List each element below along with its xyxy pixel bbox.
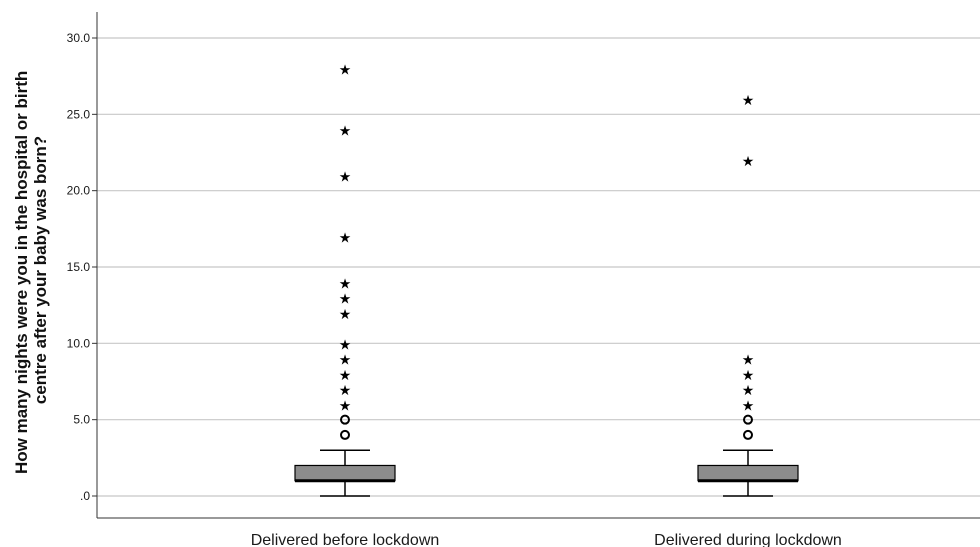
y-axis-label-line-2: centre after your baby was born? [31, 136, 50, 404]
extreme-point: ★ [339, 124, 352, 140]
axes [96, 12, 980, 519]
extreme-point: ★ [339, 276, 352, 292]
boxes: ★★★★★★★★★★★★★★★★★★ [294, 63, 799, 497]
extreme-point: ★ [339, 307, 352, 323]
y-tick-label: 5.0 [73, 413, 90, 427]
outlier-point [340, 414, 350, 425]
outlier-point [743, 429, 753, 440]
y-tick-label: 10.0 [67, 336, 91, 350]
extreme-point: ★ [742, 398, 755, 414]
iqr-box [697, 464, 799, 482]
category-label: Delivered before lockdown [251, 532, 440, 547]
box-group: ★★★★★★★★★★★★ [294, 63, 396, 497]
extreme-point: ★ [339, 353, 352, 369]
y-tick-label: 30.0 [67, 31, 91, 45]
extreme-point: ★ [742, 93, 755, 109]
extreme-point: ★ [339, 337, 352, 353]
extreme-point: ★ [742, 368, 755, 384]
y-axis-label-line-1: How many nights were you in the hospital… [12, 71, 31, 474]
extreme-point: ★ [742, 353, 755, 369]
y-tick-label: 20.0 [67, 184, 91, 198]
extreme-point: ★ [339, 398, 352, 414]
category-label: Delivered during lockdown [654, 532, 842, 547]
y-tick-label: 25.0 [67, 107, 91, 121]
category-labels: Delivered before lockdown Delivered durin… [251, 532, 842, 547]
extreme-point: ★ [339, 230, 352, 246]
extreme-point: ★ [339, 368, 352, 384]
iqr-box [294, 464, 396, 482]
grid-lines [97, 37, 980, 497]
extreme-point: ★ [339, 292, 352, 308]
extreme-point: ★ [339, 383, 352, 399]
y-tick-label: 15.0 [67, 260, 91, 274]
extreme-point: ★ [339, 63, 352, 79]
box-group: ★★★★★★ [697, 93, 799, 497]
y-tick-label: .0 [80, 489, 90, 503]
extreme-point: ★ [339, 169, 352, 185]
y-tick-labels: .0 5.0 10.0 15.0 20.0 25.0 30.0 [67, 31, 97, 503]
extreme-point: ★ [742, 154, 755, 170]
outlier-point [340, 429, 350, 440]
extreme-point: ★ [742, 383, 755, 399]
y-axis-label: How many nights were you in the hospital… [12, 66, 50, 474]
outlier-point [743, 414, 753, 425]
